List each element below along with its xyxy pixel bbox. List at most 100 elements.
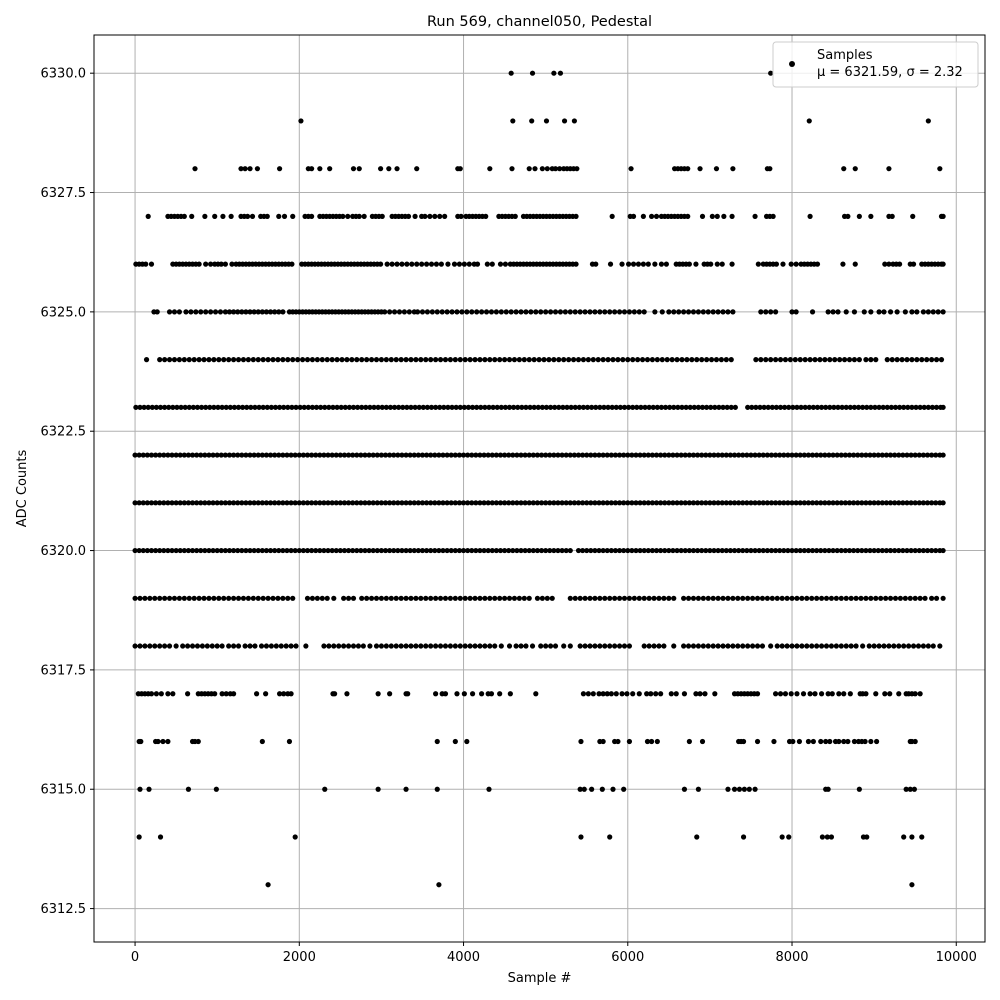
data-point — [908, 547, 914, 554]
data-point — [472, 643, 478, 649]
data-point — [437, 404, 443, 410]
data-point — [194, 500, 200, 506]
data-point — [442, 691, 449, 697]
data-point — [699, 452, 705, 458]
data-point — [359, 404, 365, 410]
data-point — [386, 166, 392, 172]
data-point — [814, 452, 820, 458]
data-point — [794, 691, 800, 697]
data-point — [718, 357, 724, 363]
data-point — [597, 404, 603, 410]
data-point — [867, 452, 873, 458]
data-point — [612, 595, 618, 601]
data-point — [708, 404, 714, 410]
data-point — [883, 547, 890, 554]
data-point — [787, 357, 793, 363]
data-point — [572, 309, 578, 315]
data-point — [378, 357, 385, 363]
data-point — [330, 404, 336, 410]
data-point — [838, 643, 844, 649]
data-point — [604, 691, 610, 697]
data-point — [781, 500, 787, 506]
data-point — [861, 309, 867, 315]
data-point — [846, 500, 853, 506]
data-point — [843, 309, 849, 315]
data-point — [843, 643, 849, 649]
data-point — [704, 357, 710, 363]
data-point — [245, 595, 251, 601]
data-point — [422, 213, 428, 219]
data-point — [719, 452, 725, 458]
data-point — [789, 500, 795, 506]
data-point — [681, 643, 687, 649]
data-point — [492, 643, 498, 649]
data-point — [822, 547, 828, 554]
data-point — [757, 404, 763, 410]
data-point — [212, 309, 219, 315]
data-point — [166, 643, 173, 649]
data-point — [564, 404, 570, 410]
data-point — [587, 595, 593, 601]
data-point — [493, 452, 499, 458]
data-point — [784, 595, 790, 601]
data-point — [218, 452, 224, 458]
data-point — [276, 213, 282, 219]
data-point — [523, 309, 529, 315]
data-point — [752, 213, 758, 219]
data-point — [752, 452, 758, 458]
data-point — [321, 547, 327, 554]
data-point — [881, 309, 887, 315]
data-point — [905, 404, 911, 410]
data-point — [863, 547, 869, 554]
data-point — [533, 691, 539, 697]
data-point — [185, 547, 192, 554]
data-point — [437, 213, 443, 219]
data-point — [575, 547, 582, 554]
data-point — [772, 452, 779, 458]
data-point — [846, 452, 853, 458]
data-point — [497, 691, 503, 697]
data-point — [346, 404, 352, 410]
data-point — [420, 404, 426, 410]
data-point — [883, 452, 890, 458]
data-point — [223, 404, 229, 410]
data-point — [658, 547, 664, 554]
data-point — [768, 500, 775, 506]
data-point — [364, 357, 370, 363]
data-point — [259, 738, 265, 745]
data-point — [615, 738, 621, 745]
data-point — [186, 595, 192, 601]
data-point — [693, 691, 699, 697]
data-point — [883, 500, 890, 506]
data-point — [728, 357, 734, 363]
data-point — [325, 452, 331, 458]
data-point — [378, 547, 385, 554]
data-point — [754, 595, 761, 601]
data-point — [557, 70, 564, 76]
data-point — [856, 213, 862, 219]
data-point — [375, 691, 381, 697]
data-point — [214, 643, 220, 649]
data-point — [736, 500, 742, 506]
data-point — [683, 404, 689, 410]
data-point — [909, 357, 915, 363]
data-point — [216, 595, 222, 601]
data-point — [384, 261, 390, 267]
data-point — [469, 547, 475, 554]
data-point — [691, 404, 697, 410]
data-point — [871, 500, 877, 506]
x-tick-label: 10000 — [936, 950, 977, 965]
data-point — [345, 643, 352, 649]
data-point — [185, 786, 192, 792]
data-point — [567, 309, 573, 315]
data-point — [181, 595, 187, 601]
data-point — [337, 500, 343, 506]
data-point — [915, 643, 922, 649]
data-point — [662, 500, 668, 506]
data-point — [814, 500, 820, 506]
data-point — [735, 595, 741, 601]
data-point — [378, 595, 385, 601]
data-point — [930, 309, 936, 315]
data-point — [416, 404, 422, 410]
data-point — [543, 547, 549, 554]
